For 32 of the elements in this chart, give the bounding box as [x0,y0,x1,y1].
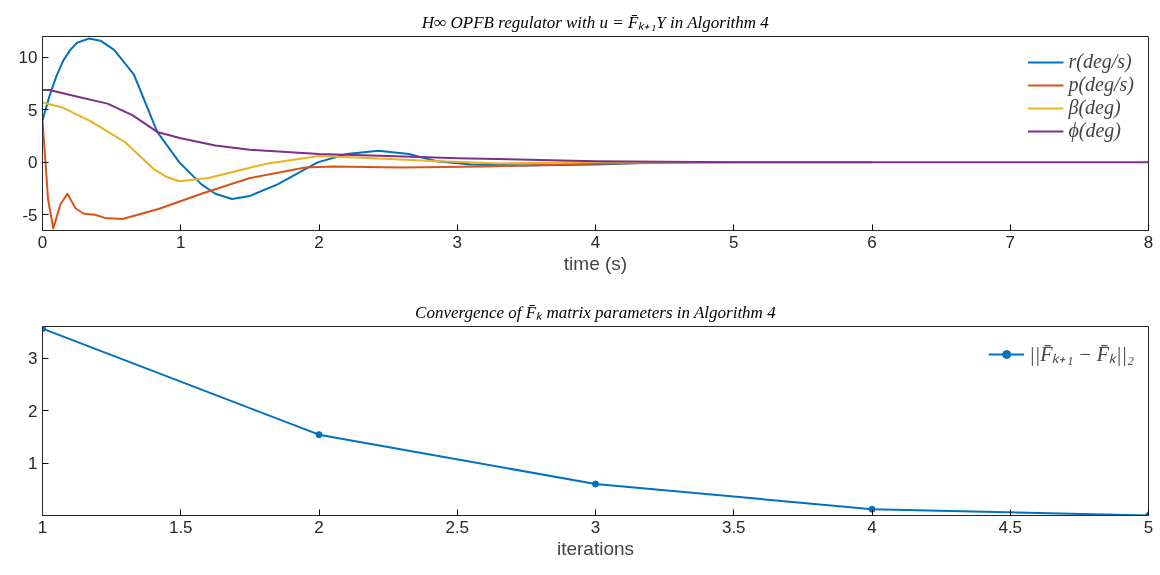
legend-label: ϕ(deg) [1068,119,1122,142]
x-tick-label: 2.5 [445,517,470,537]
x-axis-title: time (s) [563,252,628,274]
y-tick-label: -5 [22,205,38,225]
x-tick-label: 1.5 [168,517,193,537]
y-tick-label: 5 [28,100,38,120]
x-tick-label: 2 [314,232,324,252]
y-tick-label: 3 [28,349,38,368]
x-tick-label: 3.5 [721,517,746,537]
y-tick-label: 10 [18,48,38,68]
chart-title: H∞ OPFB regulator with u = F̄ₖ₊₁Y in Algorithm 4 [420,12,770,32]
x-tick-label: 5 [729,232,739,252]
x-tick-label: 7 [1005,232,1015,252]
x-tick-label: 5 [1143,517,1154,537]
y-tick-label: 1 [28,454,38,473]
legend-label: ||F̄ₖ₊₁ − F̄ₖ||₂ [1029,342,1134,367]
legend-label: p(deg/s) [1068,73,1134,96]
x-tick-label: 3 [590,517,601,537]
x-tick-label: 3 [452,232,462,252]
chart-title: Convergence of F̄ₖ matrix parameters in Algorithm 4 [415,302,777,322]
legend-label: r(deg/s) [1068,50,1132,73]
x-tick-label: 2 [314,517,324,537]
x-tick-label: 8 [1143,232,1154,252]
x-tick-label: 1 [176,232,186,252]
y-tick-label: 0 [28,153,38,173]
y-tick-label: 2 [28,401,38,421]
x-axis-title: iterations [556,537,635,559]
x-tick-label: 4.5 [998,517,1023,537]
x-tick-label: 4 [590,232,601,252]
x-tick-label: 4 [867,517,877,537]
legend-label: β(deg) [1068,96,1121,119]
x-tick-label: 6 [867,232,877,252]
